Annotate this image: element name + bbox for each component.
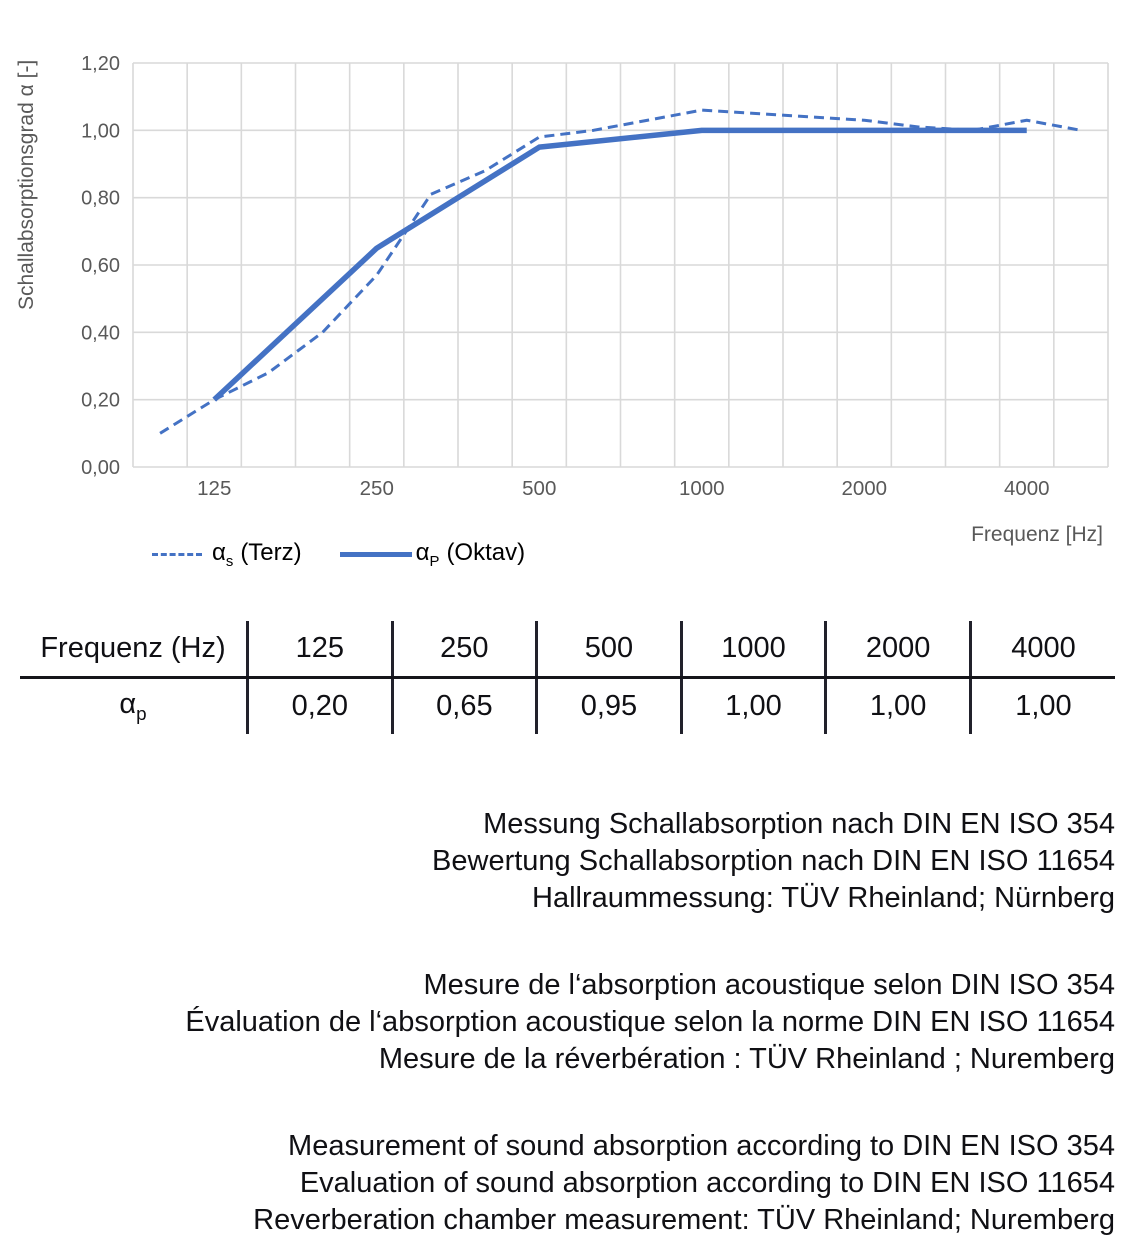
dashed-line-sample (152, 552, 202, 556)
series-line-alpha-s-terz (159, 108, 1082, 435)
y-tick-label: 0,40 (81, 322, 120, 344)
alpha-symbol: α (415, 539, 430, 566)
series-line-alpha-p-oktav (212, 127, 1027, 402)
legend-text: (Terz) (240, 539, 302, 566)
header-cell-frequency: Frequenz (Hz) (20, 621, 248, 679)
value-cell-125: 0,20 (246, 677, 393, 734)
absorption-line-chart: 0,00 0,20 0,40 0,60 0,80 1,00 1,20 125 250 500 100… (81, 53, 1109, 500)
caption-line: Mesure de la réverbération : TÜV Rheinla… (378, 1043, 1115, 1075)
y-tick-label: 0,00 (81, 457, 120, 479)
caption-english: Measurement of sound absorption accordin… (0, 1128, 1115, 1239)
x-tick-label: 125 (197, 477, 231, 500)
y-tick-label: 0,20 (81, 390, 120, 412)
x-tick-label: 1000 (679, 477, 725, 500)
value-cell-500: 0,95 (535, 677, 682, 734)
alpha-symbol: α (212, 539, 226, 566)
x-tick-label: 2000 (841, 477, 887, 500)
caption-line: Hallraummessung: TÜV Rheinland; Nürnberg (532, 882, 1115, 914)
y-tick-label: 1,20 (81, 53, 120, 75)
y-tick-label: 1,00 (81, 120, 120, 142)
alpha-subscript: p (136, 702, 147, 724)
x-tick-label: 4000 (1004, 477, 1050, 500)
axis-footer: Frequenz [Hz] αs (Terz) αP (Oktav) (0, 517, 1135, 581)
legend-item-alpha-p: αP (Oktav) (339, 539, 525, 570)
caption-line: Measurement of sound absorption accordin… (288, 1130, 1115, 1162)
caption-line: Reverberation chamber measurement: TÜV R… (253, 1204, 1115, 1236)
alpha-subscript: P (429, 553, 440, 570)
header-cell-250: 250 (390, 621, 537, 679)
table-header-row: Frequenz (Hz) 125 250 500 1000 2000 4000 (20, 621, 1115, 679)
caption-line: Mesure de l‘absorption acoustique selon … (423, 969, 1115, 1001)
solid-line-sample (339, 551, 412, 557)
legend-text: (Oktav) (446, 539, 526, 566)
caption-french: Mesure de l‘absorption acoustique selon … (0, 967, 1115, 1078)
x-tick-label: 250 (360, 477, 394, 500)
x-tick-label: 500 (522, 477, 556, 500)
table-value-row: αp 0,20 0,65 0,95 1,00 1,00 1,00 (20, 677, 1115, 735)
y-axis-title: Schallabsorptionsgrad α [-] (15, 59, 38, 310)
alpha-symbol: α (119, 688, 137, 721)
header-cell-500: 500 (535, 621, 682, 679)
legend-item-alpha-s: αs (Terz) (152, 539, 302, 570)
header-cell-1000: 1000 (679, 621, 826, 679)
alpha-subscript: s (225, 553, 234, 570)
chart-legend: αs (Terz) αP (Oktav) (152, 539, 525, 570)
legend-label-alpha-p: αP (Oktav) (416, 539, 525, 570)
value-cell-1000: 1,00 (679, 677, 826, 734)
caption-line: Bewertung Schallabsorption nach DIN EN I… (432, 845, 1115, 877)
row-label-alpha-p: αp (20, 678, 248, 735)
y-tick-label: 0,60 (81, 255, 120, 277)
caption-german: Messung Schallabsorption nach DIN EN ISO… (0, 806, 1115, 917)
y-tick-label: 0,80 (81, 188, 120, 210)
header-cell-4000: 4000 (968, 621, 1115, 679)
value-cell-250: 0,65 (390, 677, 537, 734)
x-axis-title: Frequenz [Hz] (971, 523, 1103, 546)
value-cell-4000: 1,00 (968, 677, 1115, 734)
header-cell-2000: 2000 (824, 621, 971, 679)
legend-label-alpha-s: αs (Terz) (212, 539, 302, 570)
absorption-values-table: Frequenz (Hz) 125 250 500 1000 2000 4000… (20, 621, 1115, 734)
caption-line: Messung Schallabsorption nach DIN EN ISO… (483, 808, 1115, 840)
caption-line: Évaluation de l‘absorption acoustique se… (185, 1006, 1115, 1038)
header-cell-125: 125 (246, 621, 393, 679)
caption-line: Evaluation of sound absorption according… (299, 1167, 1115, 1199)
value-cell-2000: 1,00 (824, 677, 971, 734)
